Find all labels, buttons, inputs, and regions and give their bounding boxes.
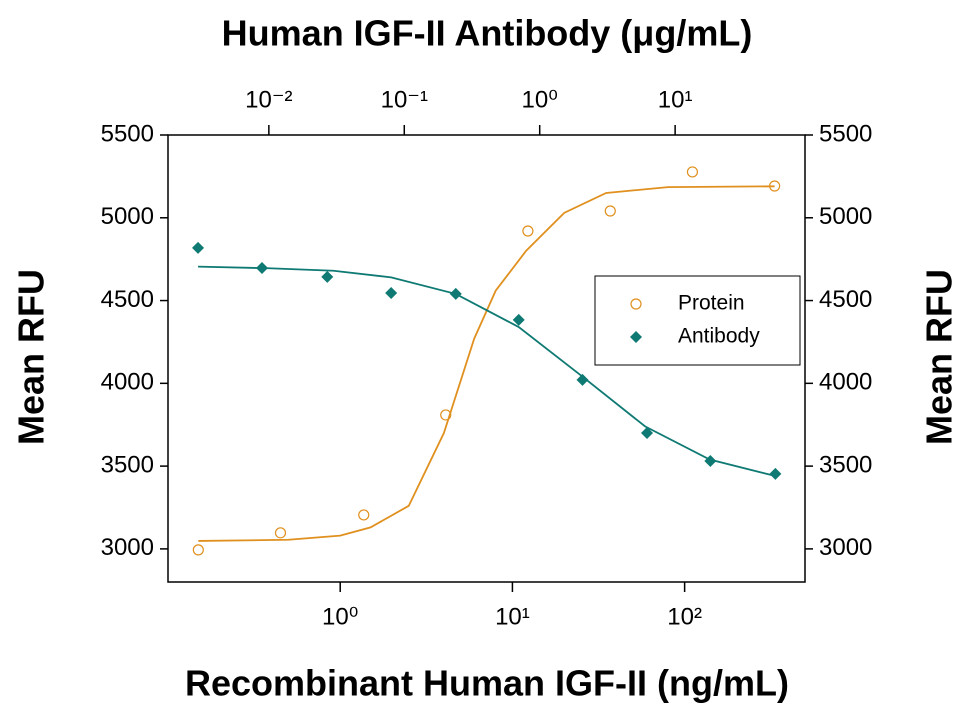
x2-tick-label: 10⁰ [522,86,558,113]
legend-label: Protein [678,292,745,315]
x2-tick-label: 10¹ [658,86,693,113]
x-axis-label: Recombinant Human IGF-II (ng/mL) [185,663,789,704]
y2-tick-label: 4500 [819,286,872,313]
y2-tick-label: 3000 [819,534,872,561]
legend-marker [630,298,642,310]
fit-line [198,185,775,542]
y-tick-label: 5500 [101,120,154,147]
y2-tick-label: 4000 [819,369,872,396]
data-point [604,205,616,217]
legend-marker [630,331,642,343]
legend-box [594,275,801,366]
data-point [704,454,717,467]
data-point [512,313,525,326]
legend-label: Antibody [678,325,760,348]
y-tick-label: 3500 [101,451,154,478]
x-tick-label: 10⁰ [322,603,358,630]
data-point [192,544,204,556]
fit-line [198,265,776,477]
y-tick-label: 5000 [101,203,154,230]
data-point [255,261,268,274]
x2-tick-label: 10⁻² [245,86,292,113]
y-tick-label: 4500 [101,286,154,313]
data-point [769,467,782,480]
data-point [440,409,452,421]
y2-tick-label: 5000 [819,203,872,230]
plot-frame [167,134,806,583]
y-tick-label: 3000 [101,534,154,561]
data-point [274,527,287,539]
x-tick-label: 10² [667,603,702,630]
x2-tick-label: 10⁻¹ [381,86,428,113]
data-point [358,509,370,521]
y2-tick-label: 5500 [819,120,872,147]
data-point [769,180,781,192]
y-tick-label: 4000 [101,369,154,396]
chart-title: Human IGF-II Antibody (μg/mL) [222,13,753,54]
data-point [576,373,589,386]
data-point [385,286,398,299]
data-point [192,241,205,254]
x-tick-label: 10¹ [495,603,530,630]
data-point [321,270,334,283]
data-point [686,166,699,178]
y2-axis-label: Mean RFU [919,269,960,445]
data-point [449,287,462,300]
data-point [641,427,654,439]
y2-tick-label: 3500 [819,451,872,478]
data-point [522,225,534,237]
y-axis-label: Mean RFU [11,269,52,445]
